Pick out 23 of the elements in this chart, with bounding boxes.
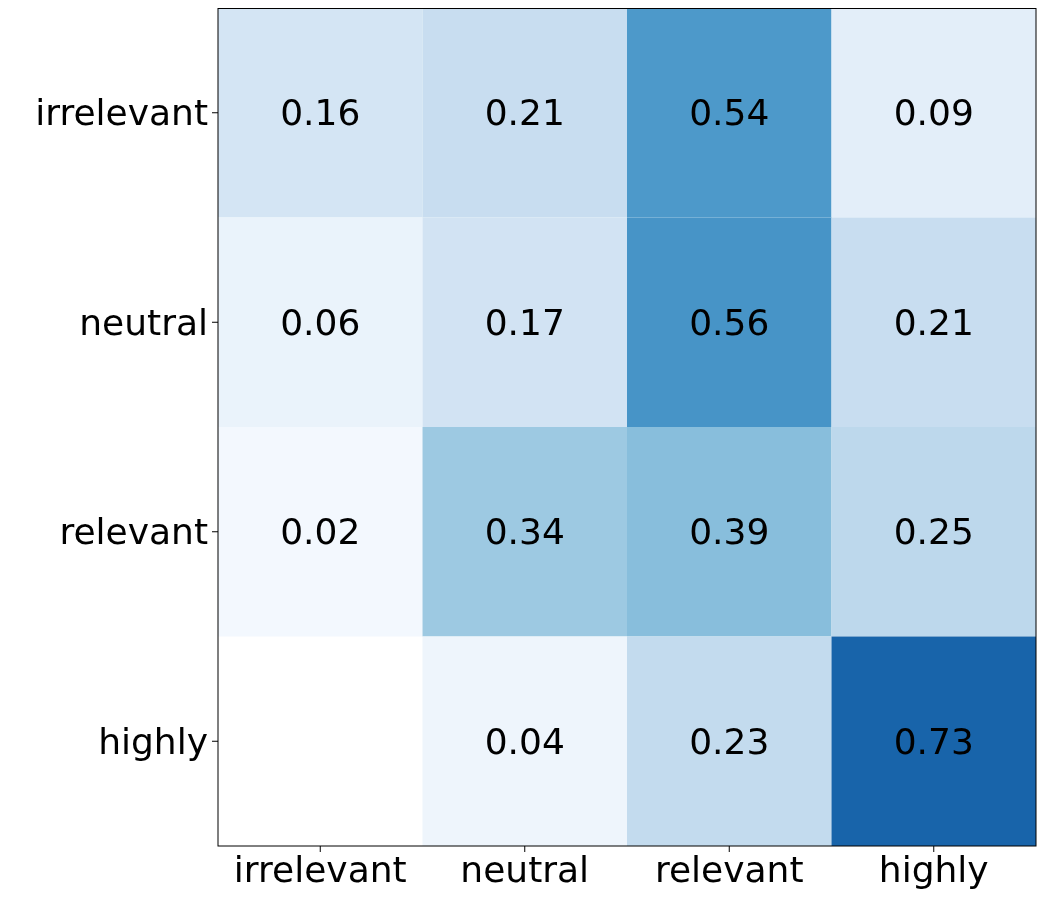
data-label: 0.21 [484, 92, 565, 134]
data-label: 0.73 [893, 720, 974, 762]
data-label: 0.23 [689, 720, 770, 762]
data-label: 0.25 [893, 511, 974, 553]
data-label: 0.39 [689, 511, 770, 553]
data-label: 0.17 [484, 301, 565, 343]
x-tick-label: relevant [654, 849, 804, 890]
y-tick-label: relevant [59, 511, 208, 553]
data-label: 0.21 [893, 301, 974, 343]
data-label: 0.09 [893, 92, 974, 134]
data-label: 0.06 [280, 301, 361, 343]
data-label: 0.56 [689, 301, 770, 343]
x-tick-label: highly [878, 849, 989, 890]
data-label: 0.34 [484, 511, 565, 553]
data-label: 0.16 [280, 92, 361, 134]
data-label: 0.04 [484, 720, 565, 762]
y-tick-label: irrelevant [35, 92, 208, 134]
data-label: 0.54 [689, 92, 770, 134]
data-label: 0.02 [280, 511, 361, 553]
x-tick-label: neutral [460, 849, 590, 890]
x-tick-label: irrelevant [233, 849, 407, 890]
y-tick-label: highly [98, 720, 208, 762]
y-tick-label: neutral [79, 301, 208, 343]
